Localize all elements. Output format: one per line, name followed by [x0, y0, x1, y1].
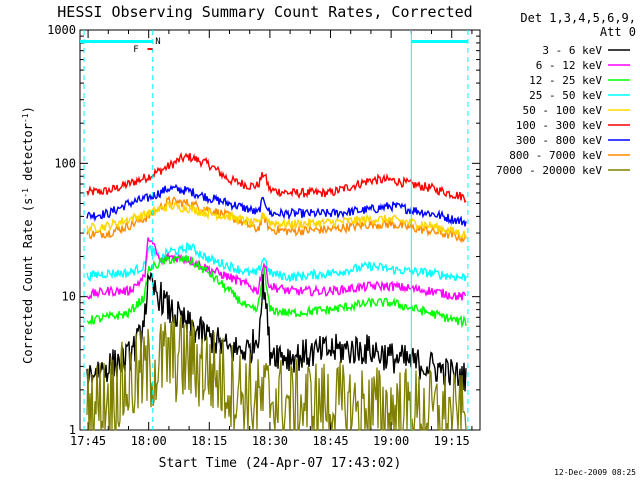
footer-date: 12-Dec-2009 08:25: [554, 468, 636, 477]
y-axis-label-sup2: -1: [21, 113, 30, 123]
marker-label: N: [155, 37, 160, 47]
series-line: [86, 183, 467, 227]
series-line: [86, 201, 467, 240]
flare-flag: [147, 48, 153, 50]
legend-label: 12 - 25 keV: [529, 74, 602, 87]
legend-label: 100 - 300 keV: [516, 119, 602, 132]
legend: Det 1,3,4,5,6,9,Att 0 3 - 6 keV 6 - 12 keV…: [496, 11, 636, 177]
series-line: [86, 237, 467, 301]
marker-label: F: [133, 45, 138, 55]
series-line: [86, 195, 467, 244]
chart-title: HESSI Observing Summary Count Rates, Cor…: [57, 3, 472, 21]
x-tick-label: 17:45: [70, 434, 106, 448]
y-tick-label: 100: [54, 156, 76, 170]
plot-frame: [79, 29, 481, 431]
status-bar: [80, 40, 153, 43]
axes: 17:45 18:00 18:15 18:30 18:45 19:00 19:15 1 10 10…: [47, 23, 481, 448]
x-tick-label: 19:15: [434, 434, 470, 448]
y-tick-label: 1: [69, 423, 76, 437]
overlay: FN: [80, 30, 469, 430]
legend-label: 300 - 800 keV: [516, 134, 602, 147]
y-axis-label-a: Corrected Count Rate (s: [21, 198, 35, 364]
series-layer: [86, 151, 467, 432]
status-bar: [411, 40, 468, 43]
x-axis-label: Start Time (24-Apr-07 17:43:02): [159, 456, 402, 471]
legend-label: 800 - 7000 keV: [509, 149, 602, 162]
legend-label: 7000 - 20000 keV: [496, 164, 602, 177]
series-line: [86, 315, 467, 432]
series-line: [86, 254, 467, 329]
x-tick-label: 18:15: [191, 434, 227, 448]
legend-label: 6 - 12 keV: [536, 59, 603, 72]
series-line: [86, 151, 467, 204]
x-tick-label: 18:30: [252, 434, 288, 448]
y-axis-label: Corrected Count Rate (s-1 detector-1): [21, 106, 36, 364]
x-tick-label: 18:45: [312, 434, 348, 448]
y-axis-label-b: detector: [21, 123, 35, 188]
legend-label: 25 - 50 keV: [529, 89, 602, 102]
y-axis-label-c: ): [21, 106, 35, 113]
y-axis-label-sup1: -1: [21, 188, 30, 198]
series-line: [86, 271, 467, 392]
legend-header: Det 1,3,4,5,6,9,: [520, 11, 636, 25]
legend-subheader: Att 0: [600, 25, 636, 39]
x-tick-label: 18:00: [131, 434, 167, 448]
y-tick-label: 1000: [47, 23, 76, 37]
legend-label: 50 - 100 keV: [523, 104, 603, 117]
y-tick-label: 10: [62, 290, 76, 304]
series-line: [86, 241, 467, 282]
legend-label: 3 - 6 keV: [542, 44, 602, 57]
x-tick-label: 19:00: [373, 434, 409, 448]
